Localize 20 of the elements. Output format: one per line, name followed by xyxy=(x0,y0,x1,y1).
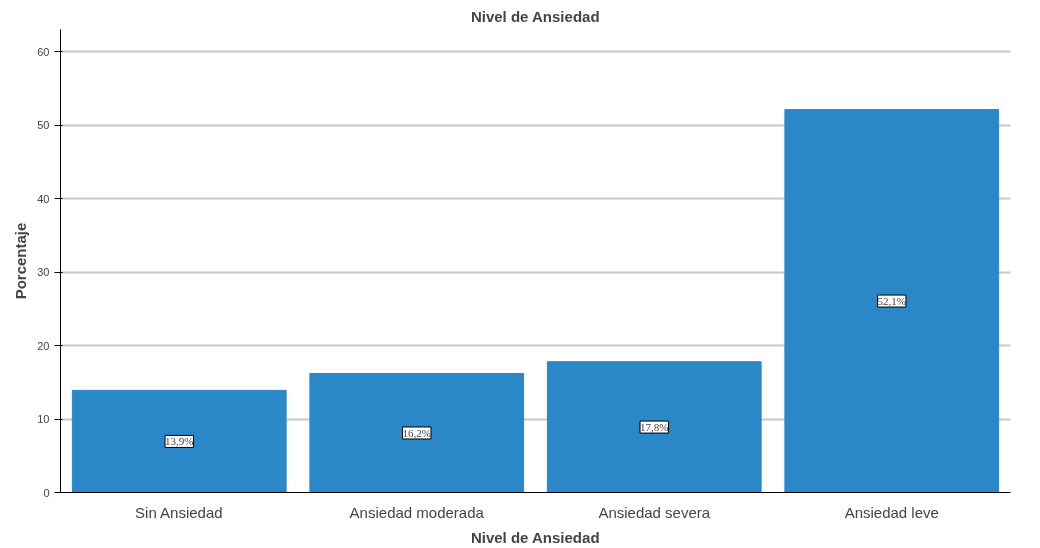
y-tick-label: 10 xyxy=(37,413,50,426)
bar xyxy=(71,389,287,493)
y-tick-label: 0 xyxy=(43,486,50,499)
y-tick-label: 20 xyxy=(37,339,50,352)
x-tick-label: Ansiedad leve xyxy=(844,503,939,521)
bar xyxy=(546,361,762,493)
y-axis-title: Porcentaje xyxy=(12,222,30,300)
y-tick-label: 50 xyxy=(37,119,50,132)
data-label: 13,9% xyxy=(165,435,194,448)
x-tick-label: Ansiedad moderada xyxy=(349,503,485,521)
y-tick-label: 30 xyxy=(37,266,50,279)
bar xyxy=(309,372,525,493)
y-tick-label: 40 xyxy=(37,192,50,205)
bar xyxy=(784,109,1000,493)
chart-title: Nivel de Ansiedad xyxy=(470,7,600,25)
x-tick-label: Sin Ansiedad xyxy=(135,503,223,521)
data-label: 17,8% xyxy=(640,421,669,434)
x-axis-title: Nivel de Ansiedad xyxy=(470,528,600,546)
x-tick-label: Ansiedad severa xyxy=(598,503,711,521)
y-tick-label: 60 xyxy=(37,45,50,58)
